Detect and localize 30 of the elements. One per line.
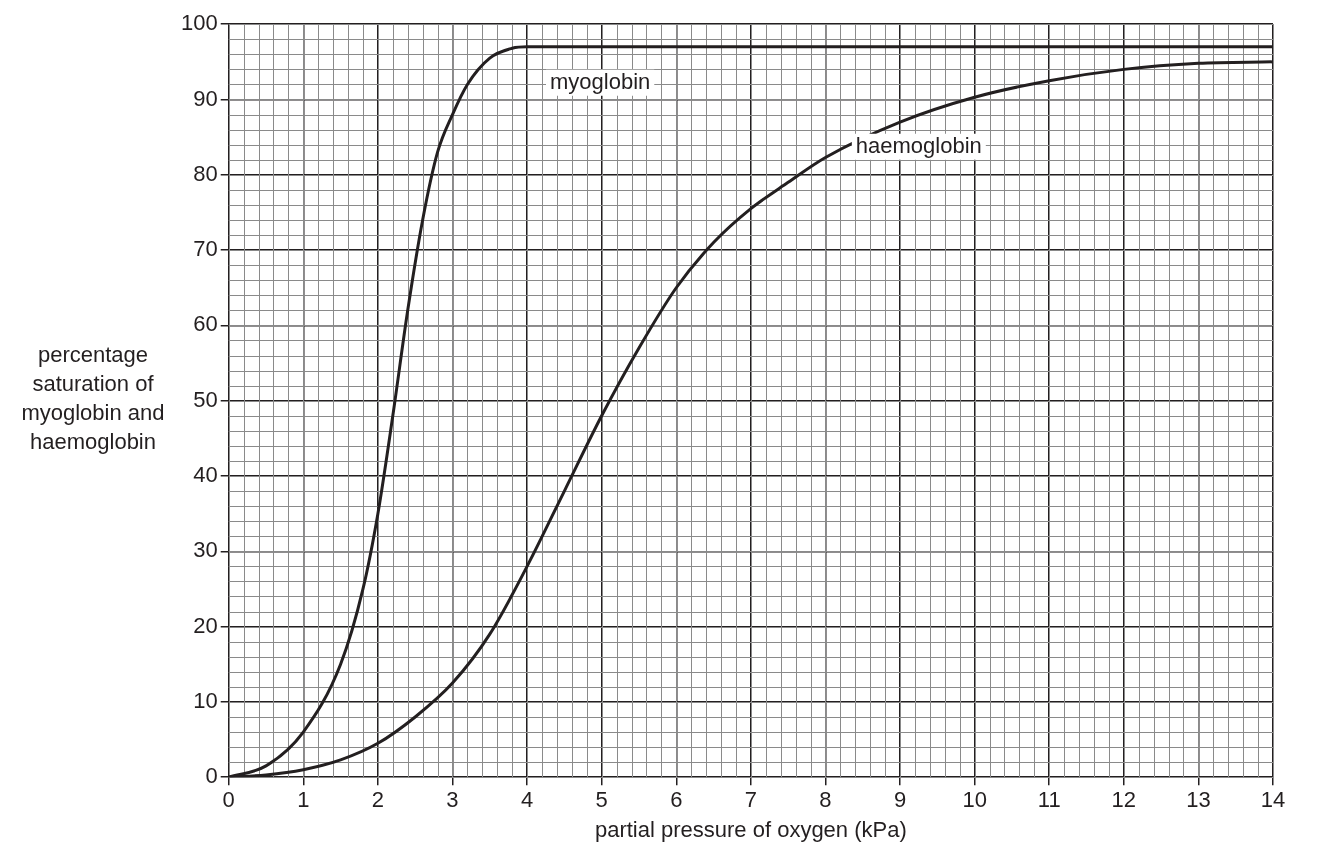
- y-tick-label: 100: [180, 10, 218, 36]
- x-tick-label: 14: [1260, 787, 1286, 813]
- x-tick-label: 7: [744, 787, 757, 813]
- y-tick-label: 60: [193, 311, 218, 337]
- x-tick-label: 11: [1037, 787, 1061, 813]
- y-axis-title: percentage saturation of myoglobin and haemoglobin: [20, 341, 166, 456]
- series-label: myoglobin: [549, 68, 651, 94]
- x-tick-label: 9: [893, 787, 907, 813]
- x-tick-label: 13: [1186, 787, 1211, 813]
- x-tick-label: 2: [371, 787, 385, 813]
- x-axis-title: partial pressure of oxygen (kPa): [594, 816, 907, 842]
- y-tick-label: 0: [205, 763, 218, 789]
- y-tick-label: 50: [193, 386, 218, 412]
- y-tick-label: 30: [193, 537, 218, 563]
- x-tick-label: 12: [1111, 787, 1137, 813]
- y-tick-label: 40: [193, 462, 218, 488]
- y-tick-label: 80: [193, 160, 218, 186]
- x-tick-label: 0: [222, 787, 235, 813]
- x-tick-label: 10: [962, 787, 987, 813]
- x-tick-label: 4: [520, 787, 534, 813]
- y-tick-label: 90: [193, 85, 218, 111]
- x-tick-label: 6: [670, 787, 683, 813]
- series-label: haemoglobin: [855, 132, 982, 158]
- x-tick-label: 3: [446, 787, 459, 813]
- y-tick-label: 10: [193, 687, 218, 713]
- x-tick-label: 5: [595, 787, 608, 813]
- y-tick-label: 20: [193, 612, 218, 638]
- y-tick-label: 70: [193, 236, 218, 262]
- x-tick-label: 8: [819, 787, 832, 813]
- x-tick-label: 1: [297, 787, 310, 813]
